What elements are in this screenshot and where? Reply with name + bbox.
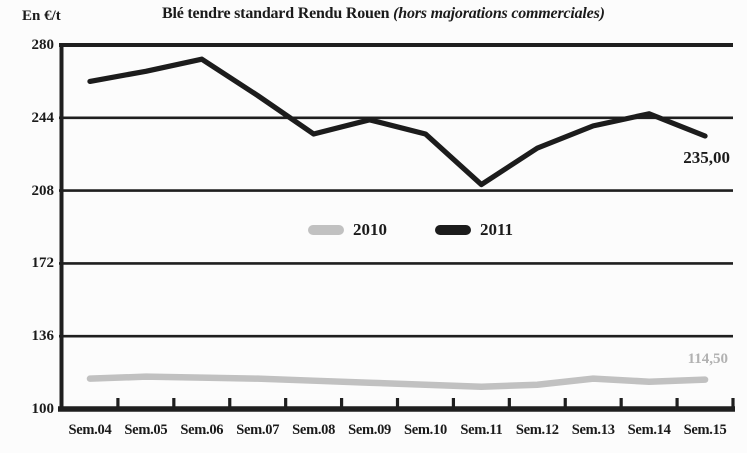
legend-swatch-2011 [435, 225, 471, 235]
x-axis-tick-label: Sem.11 [460, 422, 503, 438]
legend-item-2010: 2010 [308, 220, 387, 240]
chart-title-main: Blé tendre standard Rendu Rouen [162, 5, 390, 22]
x-axis-tick-label: Sem.13 [571, 422, 615, 438]
legend-item-2011: 2011 [435, 220, 513, 240]
x-axis-tick-label: Sem.12 [515, 422, 559, 438]
y-axis-tick-label: 172 [31, 255, 55, 272]
y-axis-unit-label: En €/t [22, 8, 61, 24]
y-axis-tick-label: 100 [31, 401, 55, 417]
x-axis-tick-label: Sem.07 [236, 422, 280, 438]
y-axis-tick-label: 280 [31, 37, 55, 53]
x-axis-tick-label: Sem.04 [68, 422, 112, 438]
chart-title: Blé tendre standard Rendu Rouen (hors ma… [162, 5, 605, 23]
y-axis-tick-label: 136 [31, 328, 55, 345]
x-axis-tick-label: Sem.15 [683, 422, 727, 438]
legend-label-2010: 2010 [353, 220, 387, 239]
chart-title-note: (hors majorations commerciales) [393, 5, 605, 22]
legend: 2010 2011 [308, 220, 513, 240]
y-axis-tick-label: 208 [31, 182, 55, 199]
x-axis-tick-label: Sem.09 [348, 422, 391, 438]
x-axis-tick-label: Sem.05 [124, 422, 168, 438]
x-axis-tick-label: Sem.10 [404, 422, 447, 438]
series-2010-end-value: 114,50 [687, 351, 728, 367]
x-axis-tick-label: Sem.14 [627, 422, 671, 438]
series-2010-line [86, 373, 709, 391]
x-axis-tick-label: Sem.06 [180, 422, 224, 438]
legend-swatch-2010 [308, 225, 344, 235]
legend-label-2011: 2011 [480, 220, 514, 239]
x-axis-tick-label: Sem.08 [292, 422, 336, 438]
series-2011-end-value: 235,00 [683, 148, 730, 167]
y-axis-tick-label: 244 [31, 109, 55, 126]
series-2011-line [87, 56, 708, 188]
